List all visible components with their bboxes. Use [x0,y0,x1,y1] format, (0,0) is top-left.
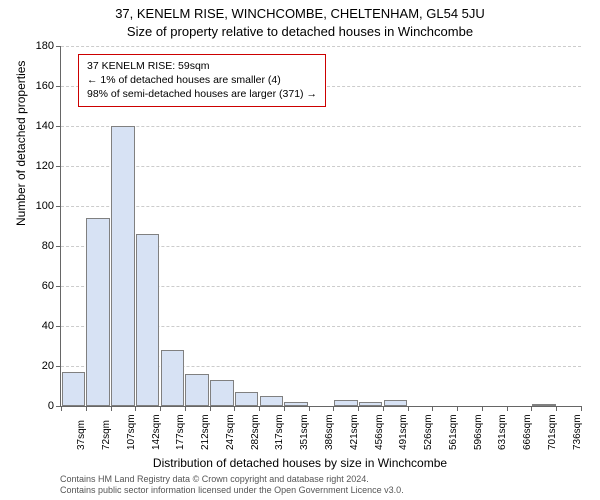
x-tick-mark [259,406,260,411]
x-tick-label: 247sqm [225,414,236,450]
x-tick-label: 282sqm [250,414,261,450]
y-tick-mark [56,206,61,207]
x-tick-label: 456sqm [374,414,385,450]
x-tick-mark [556,406,557,411]
x-tick-label: 666sqm [522,414,533,450]
x-tick-mark [309,406,310,411]
annotation-line: 98% of semi-detached houses are larger (… [87,87,317,101]
chart-title-line1: 37, KENELM RISE, WINCHCOMBE, CHELTENHAM,… [0,6,600,21]
x-tick-mark [333,406,334,411]
y-tick-label: 80 [0,240,54,252]
x-tick-label: 526sqm [423,414,434,450]
y-tick-label: 40 [0,320,54,332]
chart-container: 37, KENELM RISE, WINCHCOMBE, CHELTENHAM,… [0,0,600,500]
x-tick-mark [185,406,186,411]
y-tick-label: 180 [0,40,54,52]
gridline [61,166,581,167]
bar [260,396,284,406]
bar [210,380,234,406]
y-tick-mark [56,286,61,287]
y-tick-label: 20 [0,360,54,372]
x-tick-label: 561sqm [448,414,459,450]
y-tick-label: 120 [0,160,54,172]
y-tick-mark [56,126,61,127]
x-tick-label: 351sqm [299,414,310,450]
annotation-line: ← 1% of detached houses are smaller (4) [87,73,317,87]
footer-line-1: Contains HM Land Registry data © Crown c… [60,474,404,485]
bar [62,372,86,406]
x-tick-label: 631sqm [497,414,508,450]
x-tick-label: 386sqm [324,414,335,450]
x-tick-label: 212sqm [200,414,211,450]
x-tick-label: 142sqm [151,414,162,450]
y-tick-mark [56,86,61,87]
gridline [61,46,581,47]
bar [111,126,135,406]
x-tick-mark [581,406,582,411]
x-tick-mark [457,406,458,411]
x-tick-mark [531,406,532,411]
x-tick-mark [135,406,136,411]
x-tick-label: 177sqm [175,414,186,450]
x-tick-label: 596sqm [473,414,484,450]
x-tick-mark [210,406,211,411]
footer-attribution: Contains HM Land Registry data © Crown c… [60,474,404,497]
x-tick-label: 107sqm [126,414,137,450]
x-tick-label: 421sqm [349,414,360,450]
x-tick-mark [284,406,285,411]
bar [384,400,408,406]
x-tick-mark [507,406,508,411]
x-tick-label: 491sqm [398,414,409,450]
x-tick-mark [482,406,483,411]
x-tick-mark [61,406,62,411]
bar [136,234,160,406]
x-tick-mark [86,406,87,411]
y-tick-mark [56,166,61,167]
y-tick-mark [56,246,61,247]
x-tick-mark [432,406,433,411]
x-tick-mark [358,406,359,411]
x-tick-mark [234,406,235,411]
annotation-line: 37 KENELM RISE: 59sqm [87,59,317,73]
x-tick-label: 317sqm [274,414,285,450]
bar [532,404,556,406]
x-tick-label: 37sqm [76,420,87,450]
y-tick-label: 100 [0,200,54,212]
bar [284,402,308,406]
y-tick-mark [56,326,61,327]
bar [161,350,185,406]
x-tick-mark [111,406,112,411]
x-tick-label: 72sqm [101,420,112,450]
x-axis-label: Distribution of detached houses by size … [0,456,600,470]
x-tick-label: 736sqm [572,414,583,450]
bar [235,392,259,406]
y-tick-label: 60 [0,280,54,292]
bar [334,400,358,406]
x-tick-mark [160,406,161,411]
chart-title-line2: Size of property relative to detached ho… [0,24,600,39]
plot-area: 37 KENELM RISE: 59sqm← 1% of detached ho… [60,46,580,406]
x-tick-mark [383,406,384,411]
y-tick-mark [56,46,61,47]
footer-line-2: Contains public sector information licen… [60,485,404,496]
y-tick-mark [56,366,61,367]
bar [185,374,209,406]
bar [86,218,110,406]
bar [359,402,383,406]
gridline [61,126,581,127]
y-tick-label: 0 [0,400,54,412]
y-tick-label: 140 [0,120,54,132]
x-tick-label: 701sqm [547,414,558,450]
gridline [61,206,581,207]
y-tick-label: 160 [0,80,54,92]
x-tick-mark [408,406,409,411]
annotation-box: 37 KENELM RISE: 59sqm← 1% of detached ho… [78,54,326,107]
